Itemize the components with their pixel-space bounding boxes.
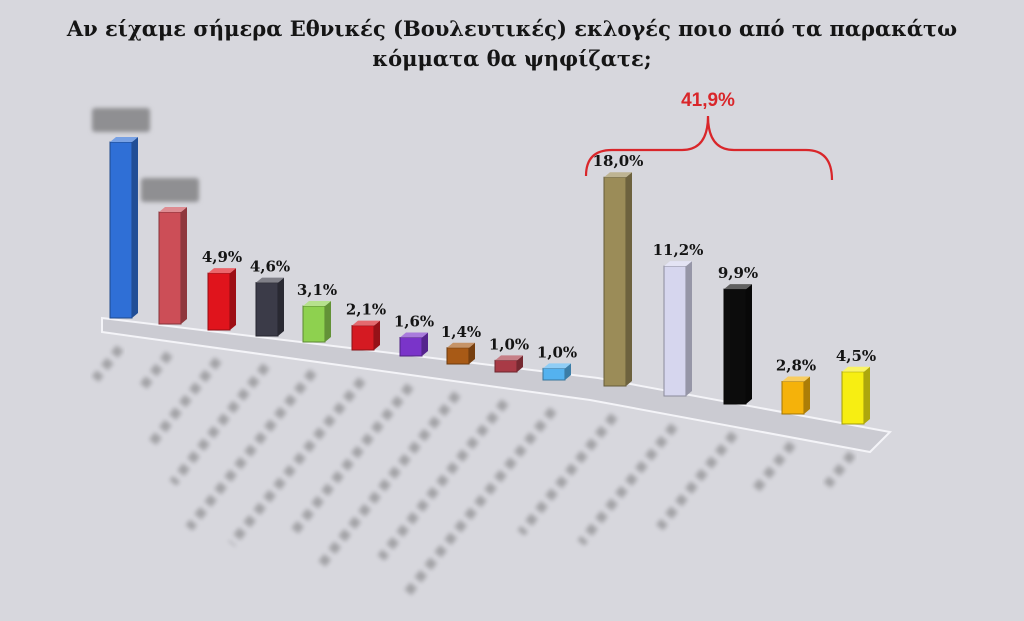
obscured-category-label-15 [823,451,856,489]
value-label-6: 2,1% [346,301,386,319]
bar-9 [494,359,518,373]
bar-4 [255,282,279,337]
obscured-category-label-13 [656,431,738,531]
bar-7 [399,336,423,357]
bar-8-top [447,342,475,348]
bar-6-side [374,320,380,350]
bar-15-side [864,366,870,424]
bar-7-top [400,332,428,338]
obscured-category-label-1 [91,345,124,383]
value-label-4: 4,6% [250,258,290,276]
obscured-category-label-5 [185,369,317,531]
bar-13-side [746,284,752,404]
bar-11 [603,176,627,387]
obscured-category-label-10 [400,407,557,601]
bar-9-side [517,355,523,372]
bar-2 [158,211,182,325]
obscured-category-label-6 [228,377,366,547]
value-label-11: 18,0% [593,152,644,170]
obscured-category-label-3 [146,357,222,449]
bar-11-top [604,172,632,178]
bar-3-side [230,268,236,330]
bracket-label: 41,9% [681,90,735,111]
bar-11-side [626,172,632,386]
bar-15-top [842,366,870,372]
bar-3 [207,272,231,331]
bar-4-side [278,277,284,336]
bar-10-top [543,363,571,369]
bar-12 [663,265,687,397]
bar-12-top [664,261,692,267]
bar-8-side [469,342,475,364]
obscured-category-label-12 [577,423,678,546]
bar-1-top [110,137,138,142]
bar-1-side [132,137,138,318]
bar-12-side [686,261,692,396]
obscured-category-label-14 [751,441,796,494]
value-label-5: 3,1% [297,281,337,299]
bar-2-side [181,207,187,324]
chart-floor [101,316,893,454]
obscured-category-label-8 [317,391,461,569]
bar-10 [542,367,566,381]
bracket-annotation: 41,9% [584,90,834,181]
blurred-category-labels [91,345,856,601]
obscured-value-label-1 [92,108,150,132]
bar-2-top [159,207,187,212]
bar-6-top [352,320,380,326]
value-label-10: 1,0% [537,343,577,361]
obscured-category-label-9 [377,399,509,561]
obscured-category-label-4 [169,363,270,486]
value-label-13: 9,9% [718,264,758,282]
obscured-category-label-11 [517,413,618,536]
bar-5-top [303,301,331,307]
bar-4-top [256,277,284,283]
bars-group: 4,9% 4,6% 3,1% 2,1% 1,6% 1,4% 1,0% 1,0% 18,0% 11,… [92,108,876,425]
bar-14 [781,381,805,415]
bar-14-side [804,376,810,414]
value-label-8: 1,4% [441,323,481,341]
obscured-category-label-7 [288,383,414,538]
bar-8 [446,347,470,365]
value-label-14: 2,8% [776,357,816,375]
value-label-3: 4,9% [202,248,242,266]
bar-13-top [724,284,752,290]
value-label-15: 4,5% [836,347,876,365]
value-label-7: 1,6% [394,312,434,330]
bar-5 [302,305,326,343]
bar-1 [109,141,133,319]
bar-14-top [782,376,810,382]
bar-13 [723,288,747,405]
bar-5-side [325,301,331,342]
chart-title: Αν είχαμε σήμερα Εθνικές (Βουλευτικές) ε… [66,16,958,71]
value-label-12: 11,2% [653,241,704,259]
bracket-path [584,115,834,181]
bar-9-top [495,355,523,361]
bar-10-side [565,363,571,380]
value-label-9: 1,0% [489,335,529,353]
bar-7-side [422,332,428,356]
bar-15 [841,371,865,425]
bar-6 [351,325,375,351]
obscured-value-label-2 [141,178,199,202]
bar-3-top [208,268,236,274]
obscured-category-label-2 [136,351,173,393]
